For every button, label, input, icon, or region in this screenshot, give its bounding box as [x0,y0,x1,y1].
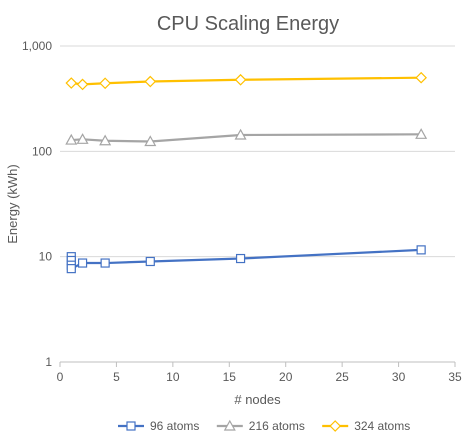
data-point-216-atoms [415,128,428,139]
data-point-216-atoms [144,135,157,147]
data-point-324-atoms [144,75,157,88]
x-tick-label: 0 [57,370,64,384]
legend-item-216-atoms: 216 atoms [216,419,305,433]
data-point-324-atoms [65,77,78,89]
legend-item-96-atoms: 96 atoms [118,419,199,433]
legend-label-324-atoms: 324 atoms [354,419,410,433]
x-tick-label: 10 [166,370,180,384]
series-216-atoms [65,128,428,147]
data-point-96-atoms [235,253,246,264]
chart-title: CPU Scaling Energy [157,13,339,35]
series-line-324-atoms [71,76,422,86]
y-tick-label: 1,000 [22,39,52,53]
series-line-216-atoms [71,133,422,143]
x-tick-label: 5 [113,370,120,384]
x-axis-label: # nodes [234,392,281,407]
x-tick-label: 15 [223,370,237,384]
series-layer [65,71,428,274]
data-point-216-atoms [65,133,78,145]
data-point-96-atoms [66,264,76,274]
data-point-96-atoms [100,258,110,268]
legend-item-324-atoms: 324 atoms [322,419,410,433]
y-axis-label: Energy (kWh) [5,164,20,243]
data-point-216-atoms [234,128,247,140]
x-axis-ticks: 0 5 10 15 20 25 30 35 [57,362,462,384]
data-point-96-atoms [145,256,155,267]
legend-label-216-atoms: 216 atoms [249,419,305,433]
series-line-96-atoms [70,248,422,270]
legend-marker-324-atoms [329,420,342,432]
series-324-atoms [65,71,427,91]
y-tick-label: 10 [39,250,53,264]
x-tick-label: 30 [392,370,406,384]
legend: 96 atoms 216 atoms 324 atoms [118,419,410,433]
data-point-324-atoms [234,73,247,86]
legend-label-96-atoms: 96 atoms [150,419,199,433]
data-point-96-atoms [416,245,426,255]
data-point-324-atoms [415,71,427,84]
data-point-324-atoms [76,78,89,91]
data-point-324-atoms [99,77,111,90]
y-axis-ticks: 1 10 100 1,000 [22,39,52,369]
y-tick-label: 1 [45,355,52,369]
data-point-216-atoms [76,133,89,144]
y-tick-label: 100 [32,144,52,158]
x-tick-label: 35 [448,370,462,384]
x-tick-label: 25 [335,370,349,384]
data-point-216-atoms [99,134,112,146]
legend-marker-216-atoms [223,419,236,431]
series-96-atoms [66,245,426,274]
data-point-96-atoms [77,258,88,268]
legend-marker-96-atoms [126,421,136,431]
x-tick-label: 20 [279,370,293,384]
